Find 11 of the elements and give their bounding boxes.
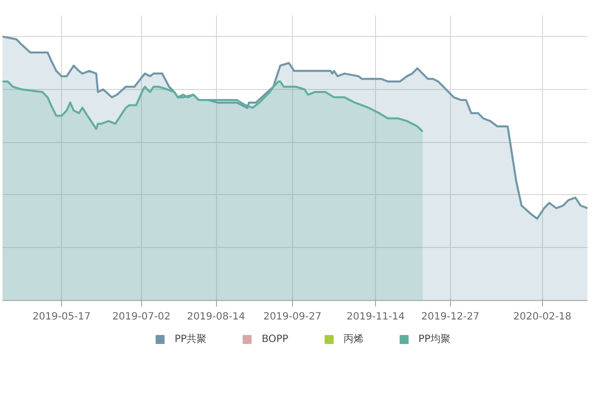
x-tick-label: 2019-08-14 (186, 312, 246, 322)
legend-label: PP均聚 (418, 333, 450, 346)
legend-label: PP共聚 (174, 332, 207, 346)
x-tick-label: 2019-12-27 (421, 312, 480, 322)
legend-label: BOPP (262, 334, 288, 344)
x-tick-label: 2020-02-18 (513, 312, 572, 322)
legend-label: 丙烯 (343, 332, 364, 346)
x-tick-label: 2019-11-14 (346, 312, 405, 322)
x-tick-label: 2019-05-17 (32, 312, 91, 322)
x-tick-label: 2019-09-27 (263, 312, 322, 322)
x-tick-label: 2019-07-02 (112, 312, 170, 322)
